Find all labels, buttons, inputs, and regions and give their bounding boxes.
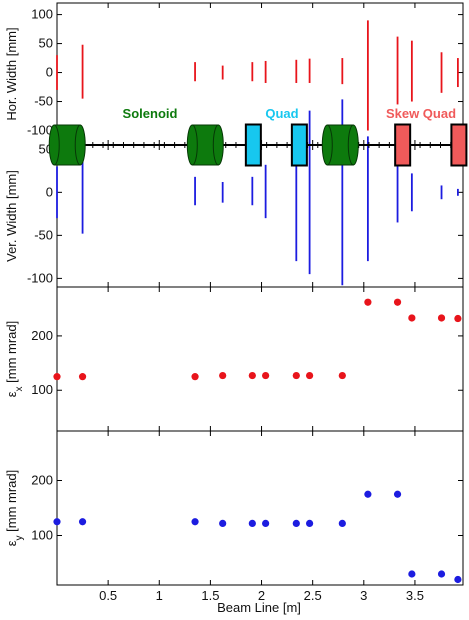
data-point: [437, 314, 446, 322]
data-point: [219, 371, 227, 380]
solenoid-end: [347, 124, 359, 166]
data-point: [408, 314, 416, 322]
quad-magnet: [244, 123, 262, 167]
data-point: [292, 371, 300, 380]
y-tick-label: 200: [31, 473, 53, 488]
panel-frame: [56, 286, 464, 432]
y-tick-label: 100: [31, 528, 53, 543]
solenoid-end: [74, 124, 86, 166]
x-tick-label: 3.5: [406, 588, 424, 603]
x-tick-label: 0.5: [99, 588, 117, 603]
skew-quad-magnet: [450, 123, 468, 167]
data-point: [219, 519, 227, 528]
skew-quad-magnet: [394, 123, 412, 167]
element-label-solenoid: Solenoid: [123, 106, 178, 121]
panel-emittance-y: 200 100 εy [mm mrad]: [4, 430, 464, 586]
y-tick-label: -50: [34, 94, 53, 109]
data-point: [454, 314, 462, 323]
x-tick-label: 1: [156, 588, 163, 603]
data-point: [338, 519, 346, 528]
solenoid-magnet: [321, 124, 359, 166]
data-point: [305, 519, 314, 528]
solenoid-end: [321, 124, 333, 166]
panel-horizontal-width: 100 50 0 -50 -100 Hor. Width [mm]: [4, 2, 464, 146]
y-tick-label: -50: [34, 227, 53, 242]
data-point: [78, 373, 87, 381]
data-point: [338, 371, 346, 380]
y-axis-label: Hor. Width [mm]: [4, 27, 19, 120]
x-tick-label: 1.5: [201, 588, 219, 603]
data-point: [364, 490, 372, 498]
data-point: [191, 373, 199, 381]
y-tick-label: -100: [27, 270, 53, 285]
y-tick-label: 0: [46, 184, 53, 199]
data-point: [393, 490, 402, 498]
solenoid-magnet: [186, 124, 224, 166]
y-axis-label: εx [mm mrad]: [4, 321, 25, 398]
data-point: [262, 519, 270, 528]
data-point: [53, 373, 61, 381]
data-point: [248, 519, 256, 528]
data-point: [53, 518, 61, 526]
data-point: [393, 298, 402, 306]
data-point: [292, 519, 300, 528]
data-point: [454, 575, 462, 584]
y-tick-label: 100: [31, 382, 53, 397]
data-point: [364, 298, 372, 306]
data-point: [248, 371, 256, 380]
y-tick-label: -100: [27, 123, 53, 138]
element-label-skew-quad: Skew Quad: [386, 106, 456, 121]
y-axis-label: Ver. Width [mm]: [4, 170, 19, 262]
x-tick-label: 2.5: [304, 588, 322, 603]
data-point: [191, 518, 199, 526]
quad-magnet: [290, 123, 308, 167]
data-point: [305, 371, 314, 380]
panel-emittance-x: 200 100 εx [mm mrad]: [4, 286, 464, 432]
x-axis-label: Beam Line [m]: [217, 600, 301, 615]
data-point: [78, 518, 87, 526]
y-tick-label: 0: [46, 65, 53, 80]
x-tick-label: 3: [360, 588, 367, 603]
data-point: [262, 371, 270, 380]
y-tick-label: 200: [31, 328, 53, 343]
y-tick-label: 100: [31, 7, 53, 22]
data-point: [408, 570, 416, 578]
y-axis-label: εy [mm mrad]: [4, 470, 25, 547]
solenoid-end: [212, 124, 224, 166]
solenoid-end: [186, 124, 198, 166]
solenoid-magnet: [48, 124, 86, 166]
solenoid-end: [48, 124, 60, 166]
y-tick-label: 50: [39, 36, 53, 51]
x-tick-label: 2: [258, 588, 265, 603]
data-point: [437, 570, 446, 578]
element-label-quad: Quad: [265, 106, 298, 121]
panel-frame: [56, 430, 464, 586]
